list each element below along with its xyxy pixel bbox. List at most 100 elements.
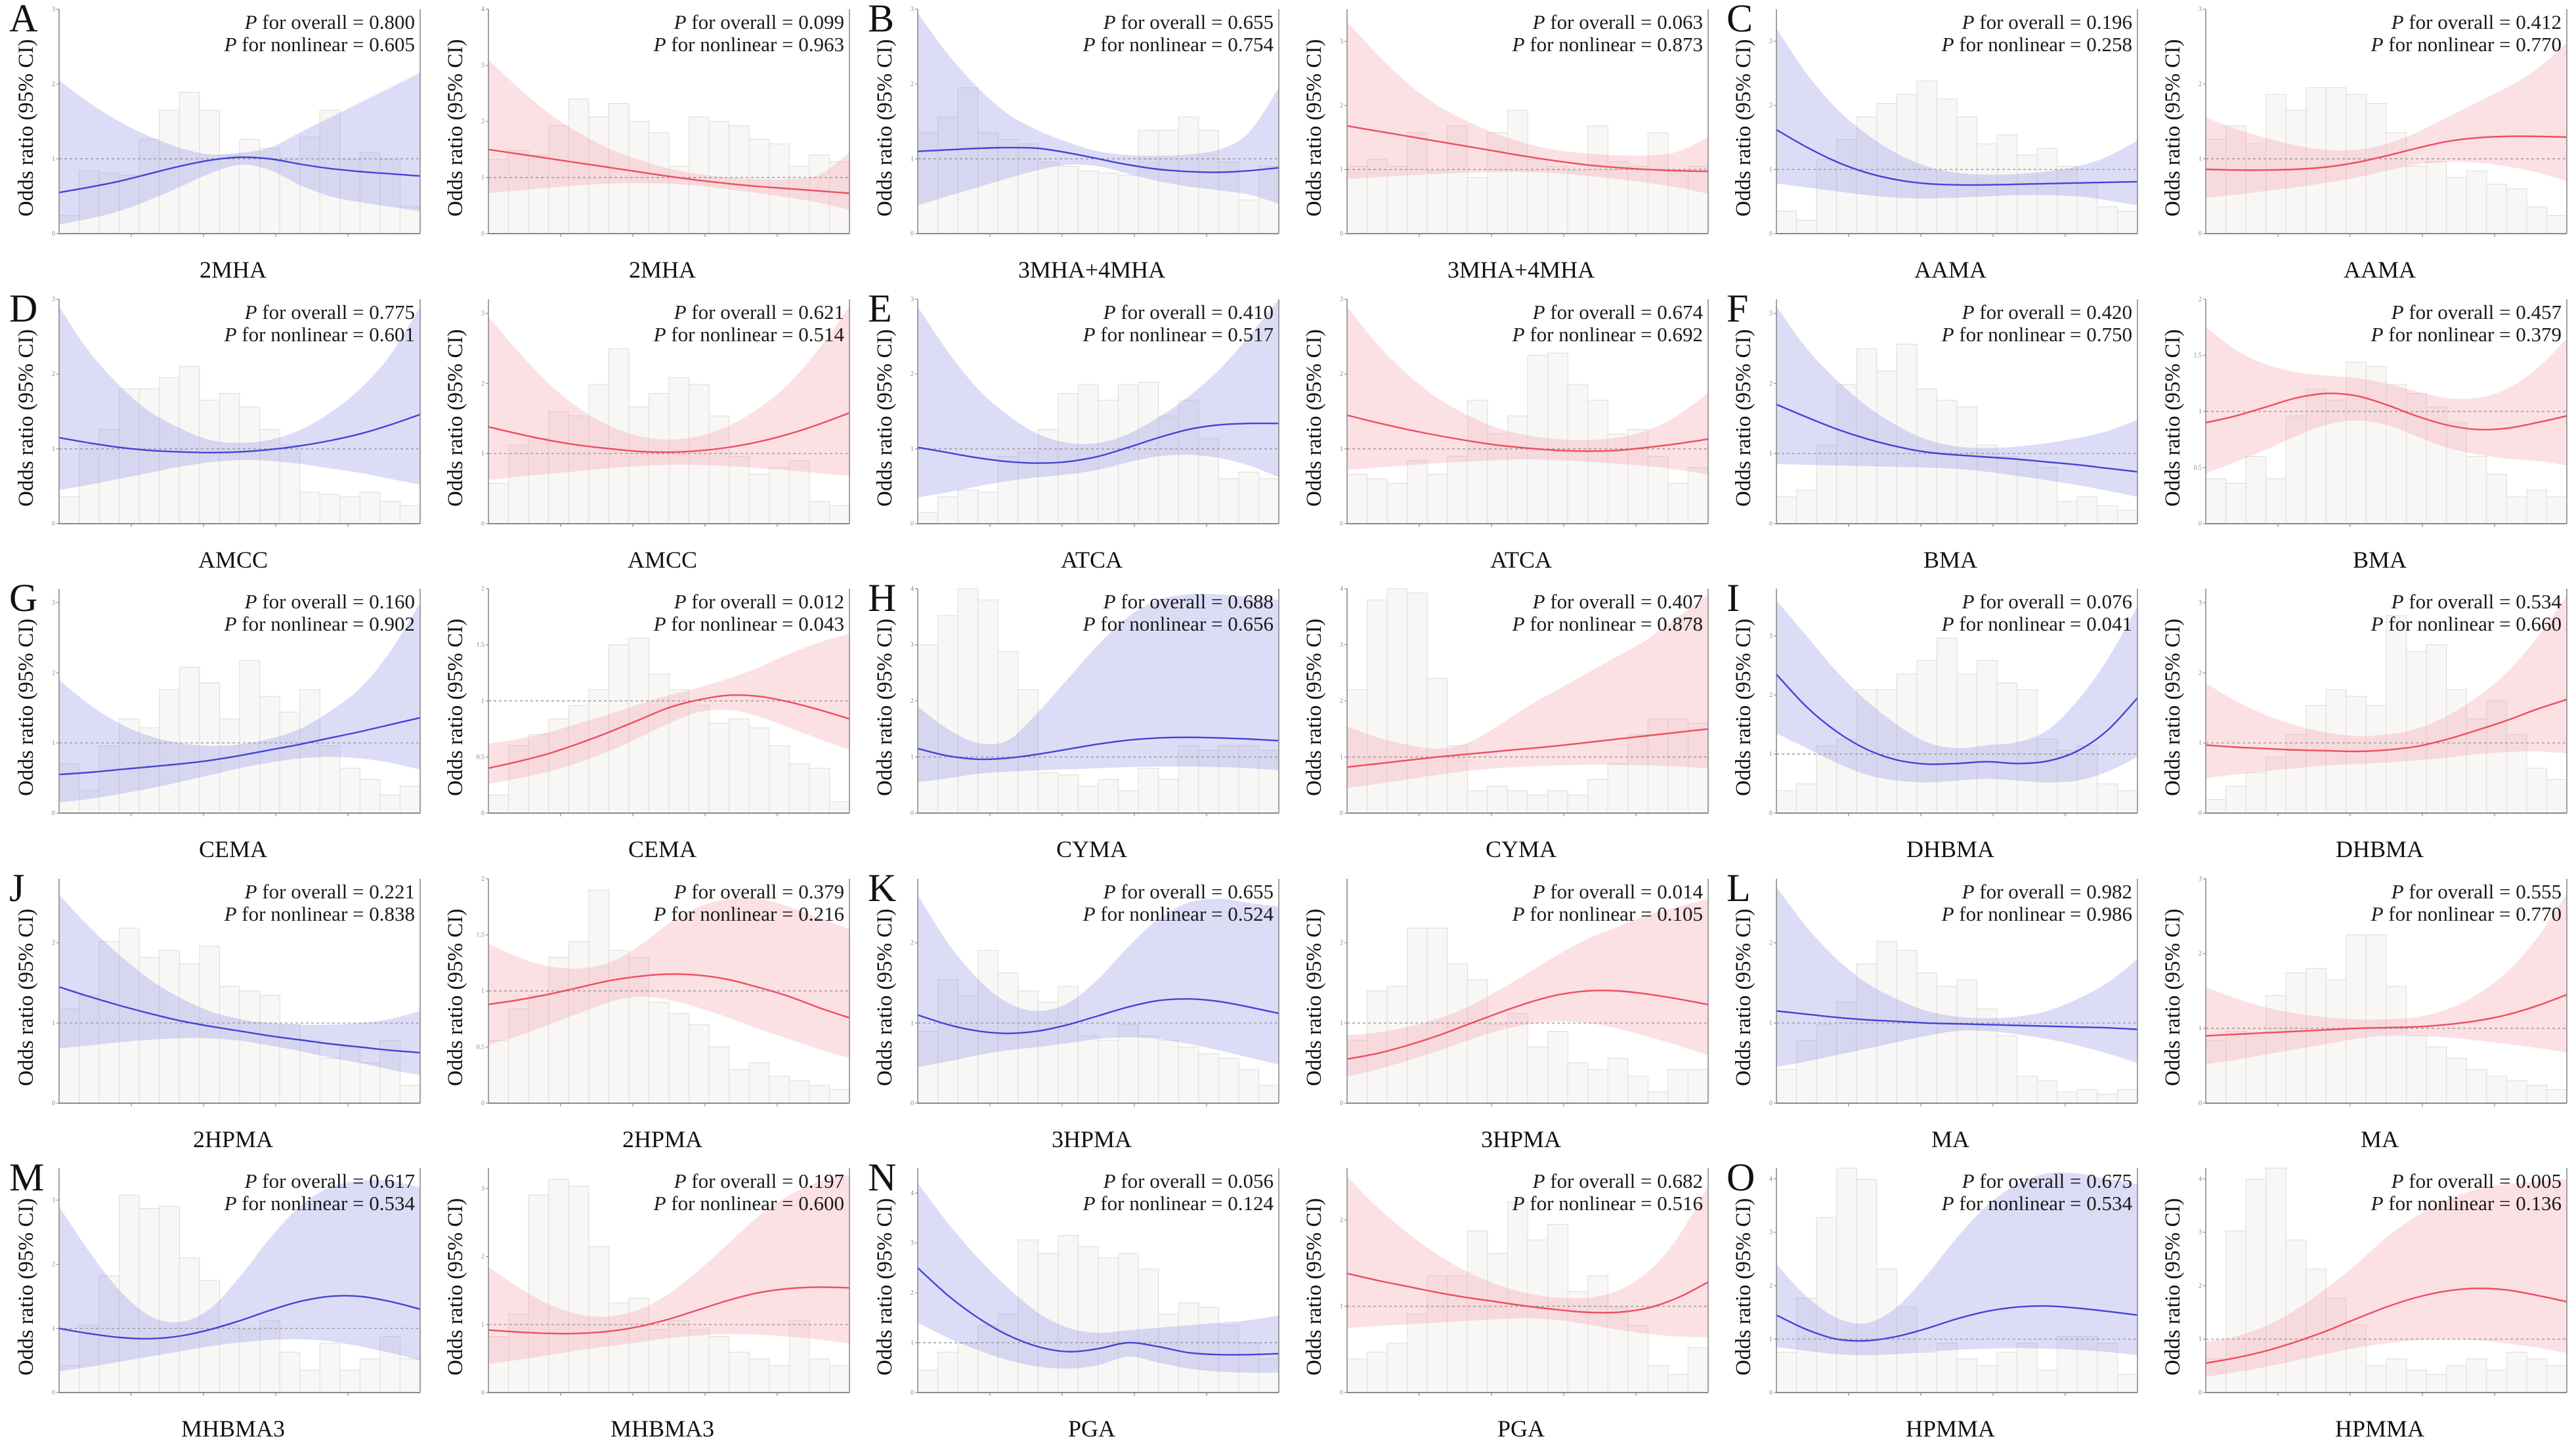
- histogram-bar: [997, 138, 1019, 234]
- histogram-bar: [977, 599, 998, 814]
- histogram-bar: [488, 482, 509, 524]
- y-tick-label: 0: [52, 1389, 55, 1396]
- histogram: [1346, 110, 1709, 234]
- p-nonlinear-text: P for nonlinear = 0.902: [224, 612, 415, 635]
- histogram-bar: [588, 1246, 609, 1393]
- histogram-bar: [1158, 779, 1179, 814]
- histogram-bar: [588, 689, 609, 814]
- histogram-bar: [917, 1370, 939, 1393]
- histogram-bar: [1487, 132, 1508, 234]
- histogram-bar: [399, 505, 421, 524]
- histogram-bar: [1138, 130, 1159, 234]
- histogram-bar: [319, 746, 341, 814]
- histogram-bar: [689, 384, 710, 524]
- panel-group-A: A Odds ratio (95% CI) 0 1 2 3 P for overall = …: [0, 0, 859, 289]
- histogram-bar: [1138, 768, 1159, 814]
- panel-letter: C: [1727, 0, 1753, 40]
- spline-curve: [488, 411, 849, 453]
- histogram-bar: [2097, 505, 2118, 524]
- y-tick-label: 2: [911, 939, 914, 946]
- y-axis-label: Odds ratio (95% CI): [2161, 1198, 2185, 1376]
- histogram-bar: [689, 705, 710, 814]
- spline-curve: [1776, 673, 2137, 766]
- histogram-bar: [339, 1370, 360, 1393]
- panel-group-F: F Odds ratio (95% CI) 0 1 2 3 P for overall = …: [1717, 287, 2576, 579]
- y-tick-label: 1: [1340, 1020, 1343, 1027]
- histogram-bar: [2205, 799, 2227, 814]
- histogram-bar: [1487, 786, 1508, 814]
- p-nonlinear-text: P for nonlinear = 0.216: [653, 902, 844, 925]
- histogram-bar: [2036, 1370, 2058, 1393]
- histogram-bar: [1876, 370, 1897, 524]
- x-axis-label: HPMMA: [1905, 1416, 1996, 1442]
- histogram-bar: [2386, 615, 2407, 814]
- histogram-bar: [299, 689, 320, 814]
- x-axis-label: 2MHA: [199, 257, 267, 283]
- histogram-bar: [1118, 175, 1139, 234]
- histogram-bar: [2225, 786, 2246, 814]
- p-nonlinear-text: P for nonlinear = 0.136: [2371, 1192, 2562, 1215]
- histogram-bar: [2446, 689, 2467, 814]
- y-tick-label: 1: [1769, 1020, 1772, 1027]
- y-tick-label: 2: [52, 939, 55, 946]
- x-axis-label: AMCC: [627, 546, 698, 573]
- panel-letter: B: [868, 0, 895, 40]
- histogram-bar: [1037, 161, 1059, 234]
- p-nonlinear-text: P for nonlinear = 0.043: [653, 612, 844, 635]
- histogram-bar: [2526, 489, 2548, 524]
- histogram-bar: [139, 1208, 160, 1393]
- histogram-bar: [588, 384, 609, 524]
- histogram-bar: [1407, 460, 1428, 524]
- histogram-bar: [2076, 1089, 2098, 1104]
- histogram-bar: [1077, 1035, 1099, 1104]
- ci-band: [488, 306, 849, 480]
- histogram-bar: [508, 1008, 529, 1104]
- histogram-bar: [2017, 460, 2038, 524]
- histogram: [488, 348, 850, 524]
- y-tick-label: 2: [52, 81, 55, 88]
- histogram-bar: [2506, 1080, 2527, 1104]
- y-tick-label: 2: [481, 585, 484, 593]
- ci-band: [1776, 1172, 2137, 1356]
- y-tick-label: 1.5: [2194, 352, 2202, 359]
- histogram-bar: [2076, 184, 2098, 234]
- y-tick-label: 1: [1769, 450, 1772, 457]
- y-tick-label: 3: [52, 1197, 55, 1204]
- histogram-bar: [668, 1320, 690, 1393]
- y-tick-label: 2: [1340, 939, 1343, 946]
- histogram-bar: [1178, 1046, 1199, 1104]
- histogram-bar: [2365, 366, 2387, 524]
- histogram-bar: [1816, 746, 1837, 814]
- ci-band: [2206, 595, 2567, 778]
- histogram-bar: [1956, 979, 1978, 1104]
- histogram-bar: [729, 125, 750, 234]
- histogram-bar: [977, 950, 998, 1104]
- histogram-bar: [1527, 1046, 1549, 1104]
- histogram-bar: [379, 500, 401, 524]
- p-nonlinear-text: P for nonlinear = 0.379: [2371, 323, 2562, 346]
- panel-letter: D: [9, 286, 38, 330]
- histogram-bar: [1816, 444, 1837, 524]
- y-axis-label: Odds ratio (95% CI): [1302, 39, 1326, 217]
- y-tick-label: 3: [52, 6, 55, 13]
- histogram: [1776, 637, 2138, 814]
- p-overall-text: P for overall = 0.197: [674, 1169, 844, 1192]
- histogram-bar: [1077, 384, 1099, 524]
- histogram-bar: [828, 505, 850, 524]
- p-overall-text: P for overall = 0.196: [1962, 10, 2132, 33]
- y-tick-label: 1: [2199, 156, 2202, 163]
- histogram-bar: [608, 1303, 630, 1393]
- y-axis-label: Odds ratio (95% CI): [14, 908, 38, 1086]
- spline-curve: [918, 146, 1279, 173]
- histogram: [2205, 87, 2567, 234]
- histogram-bar: [1178, 1303, 1199, 1393]
- ci-band: [2206, 327, 2567, 473]
- histogram-bar: [1956, 116, 1978, 234]
- histogram-bar: [568, 705, 590, 814]
